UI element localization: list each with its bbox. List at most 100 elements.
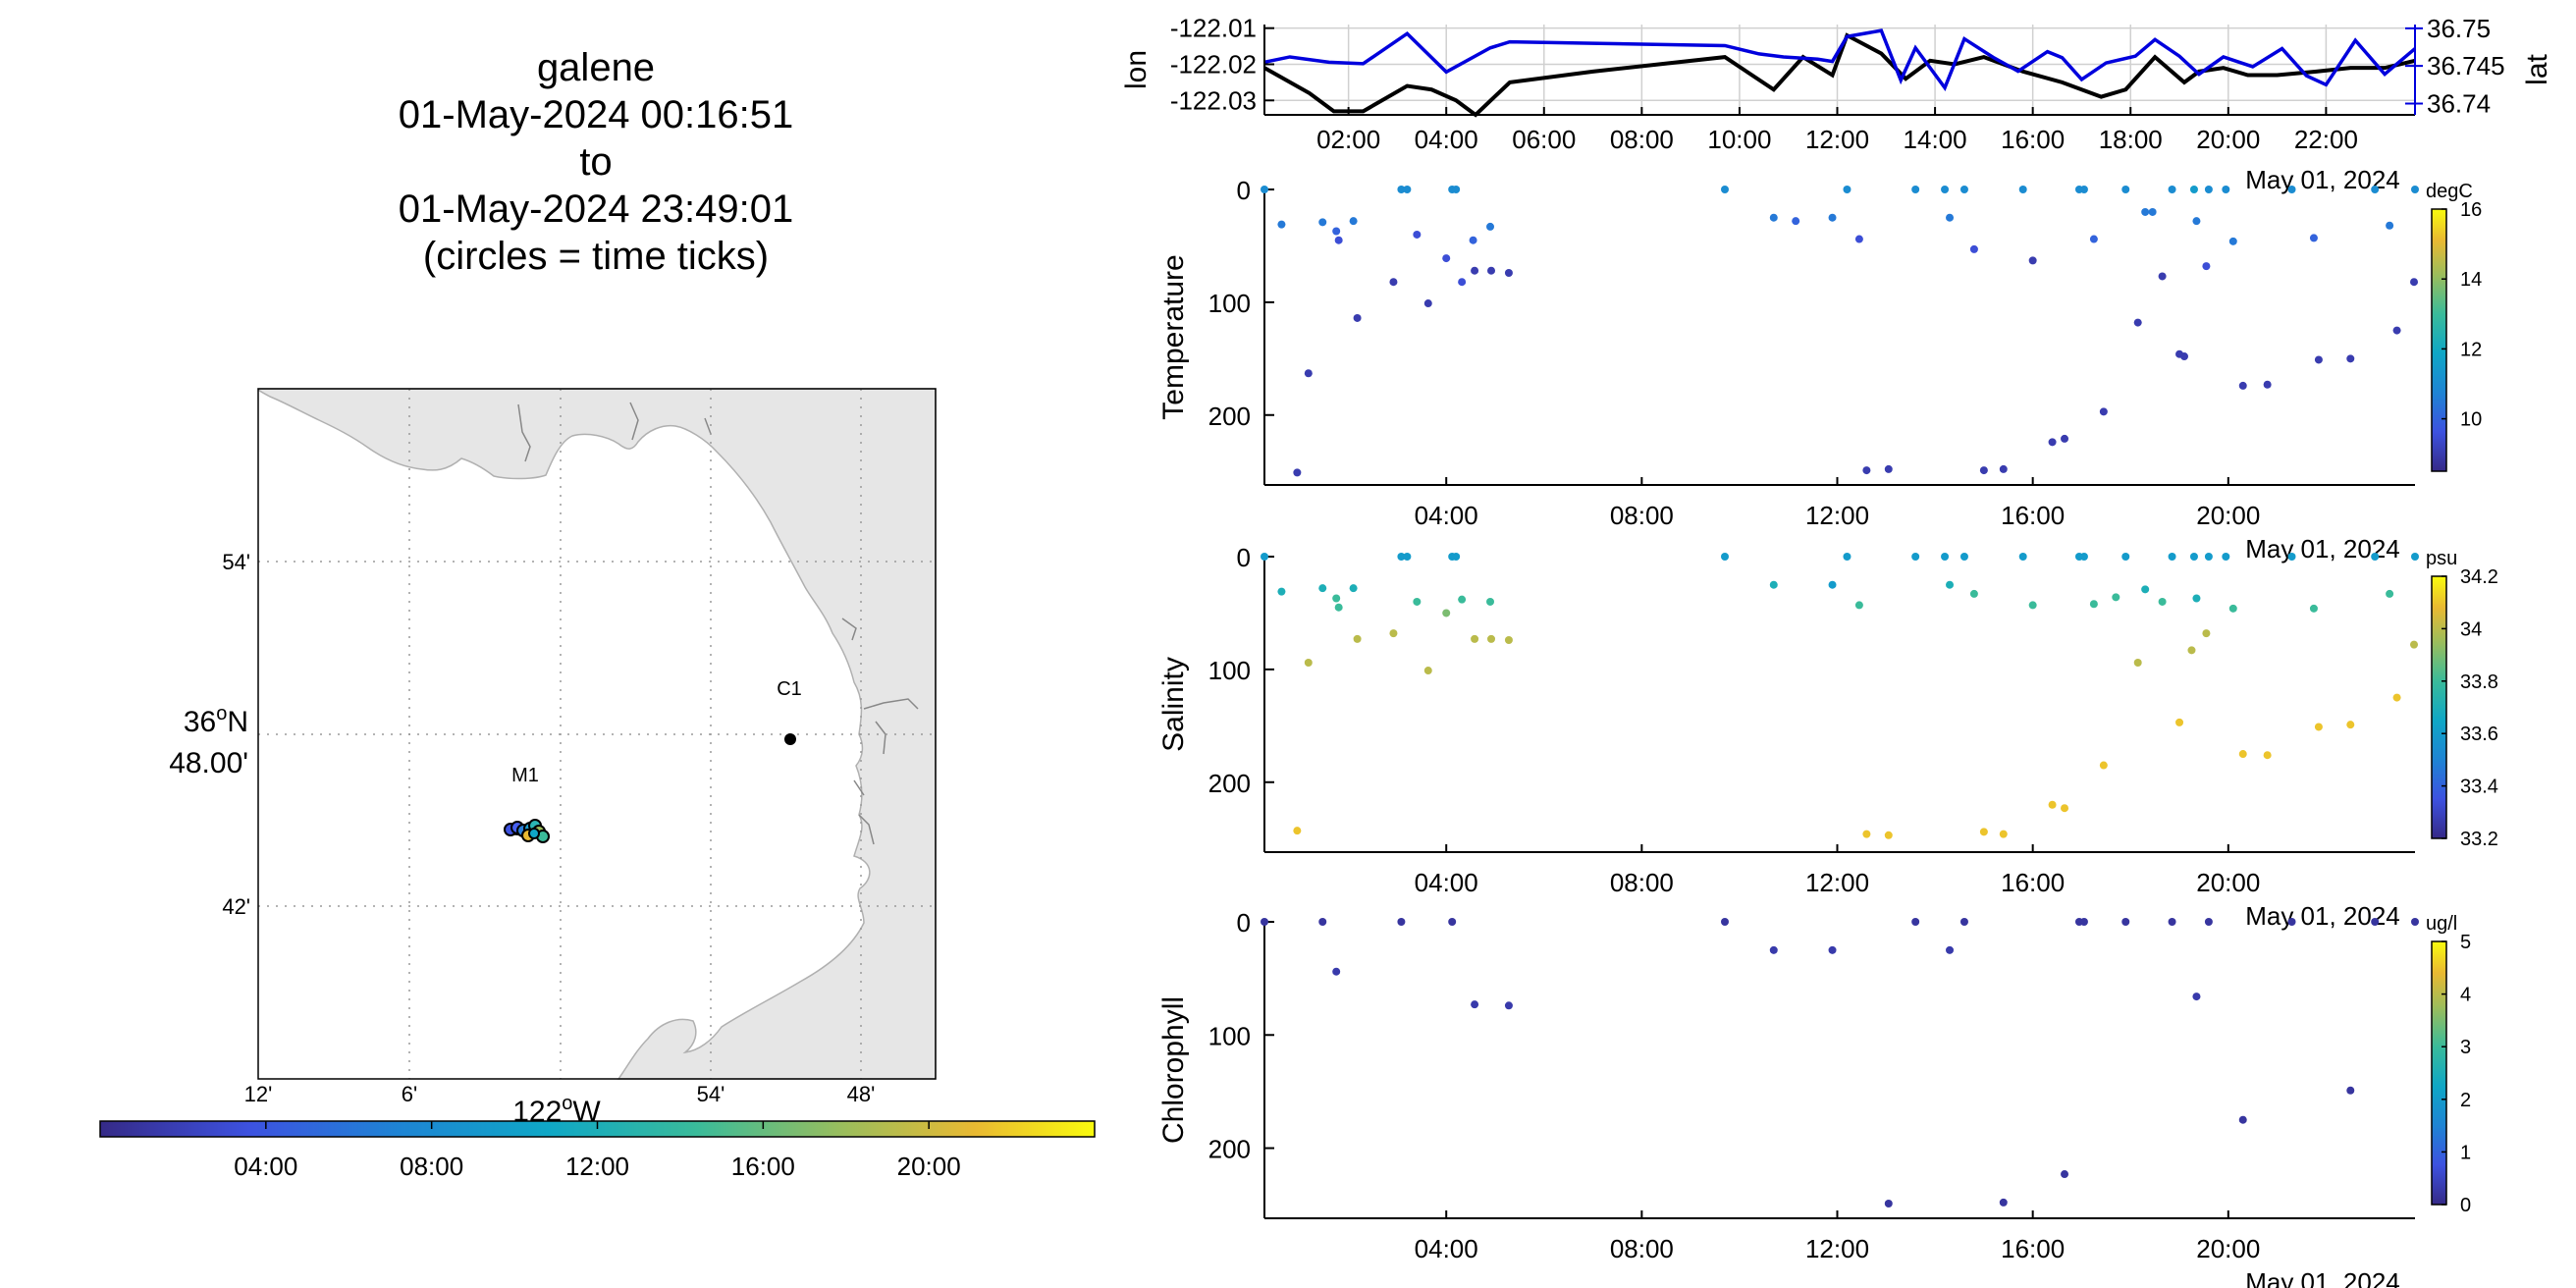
chlorophyll-data-point	[1999, 1198, 2008, 1207]
salinity-data-point	[1353, 634, 1362, 643]
salinity-y-tick-label: 0	[1237, 543, 1251, 572]
salinity-x-tick-label: 04:00	[1415, 868, 1478, 897]
salinity-data-point	[1769, 580, 1778, 589]
lon-tick-label: -122.01	[1170, 14, 1257, 43]
time-colorbar-tick-label: 04:00	[234, 1152, 297, 1181]
salinity-data-point	[1403, 553, 1412, 561]
salinity-data-point	[1720, 553, 1729, 561]
chlorophyll-x-tick-label: 08:00	[1610, 1234, 1674, 1263]
chlorophyll-data-point	[1397, 918, 1406, 926]
chlorophyll-data-point	[1720, 918, 1729, 926]
lonlat-chart: -122.01 -122.02 -122.03 36.75 36.745 36.74 02:…	[1120, 14, 2553, 194]
salinity-data-point	[1862, 830, 1871, 838]
salinity-data-point	[1471, 634, 1479, 643]
temperature-data-point	[1487, 266, 1496, 275]
temperature-data-point	[1423, 299, 1432, 308]
temperature-data-point	[1999, 464, 2008, 473]
map-frame	[257, 388, 937, 1080]
chlorophyll-data-point	[2079, 918, 2088, 926]
temperature-data-point	[1334, 236, 1343, 244]
salinity-data-point	[2121, 553, 2130, 561]
salinity-data-point	[1318, 584, 1327, 593]
salinity-data-point	[2141, 585, 2150, 594]
chlorophyll-units-label: ug/l	[2426, 913, 2457, 935]
temperature-data-point	[1304, 369, 1313, 378]
temperature-data-point	[2061, 434, 2069, 443]
salinity-data-point	[1442, 609, 1451, 617]
temperature-data-point	[2204, 186, 2213, 193]
temperature-data-point	[2133, 318, 2142, 327]
chlorophyll-data-point	[1959, 918, 1968, 926]
chlorophyll-colorbar	[2431, 940, 2447, 1206]
temperature-data-point	[2392, 326, 2401, 335]
lon-axis-label: lon	[1120, 50, 1153, 89]
chlorophyll-data-point	[1504, 1001, 1513, 1010]
lonlat-x-tick-label: 06:00	[1512, 125, 1576, 154]
chlorophyll-y-tick-label: 0	[1237, 908, 1251, 938]
salinity-data-point	[2079, 553, 2088, 561]
lat-tick-label: 36.74	[2427, 89, 2491, 119]
temperature-axis-label: Temperature	[1157, 254, 1190, 419]
chlorophyll-colorbar-tick-label: 5	[2460, 932, 2471, 953]
temperature-data-point	[1911, 186, 1920, 193]
temperature-data-point	[1389, 278, 1398, 287]
temperature-data-point	[2180, 352, 2189, 361]
temperature-data-point	[2309, 234, 2318, 242]
salinity-data-point	[2189, 553, 2198, 561]
salinity-data-point	[2158, 597, 2167, 606]
chlorophyll-y-tick-label: 100	[1208, 1021, 1251, 1050]
temperature-data-point	[1946, 213, 1955, 222]
map-lat-tick-1: 54'	[222, 550, 250, 574]
chlorophyll-x-tick-label: 04:00	[1415, 1234, 1478, 1263]
salinity-colorbar-tick-label: 34.2	[2460, 566, 2498, 588]
chlorophyll-y-tick-label: 200	[1208, 1135, 1251, 1164]
temperature-x-tick-label: 08:00	[1610, 501, 1674, 530]
salinity-data-point	[1999, 830, 2008, 838]
temperature-colorbar-tick-label: 14	[2460, 269, 2482, 291]
chlorophyll-data-point	[2061, 1170, 2069, 1179]
map-lon-tick-4: 48'	[847, 1082, 876, 1106]
temperature-data-point	[2148, 207, 2157, 216]
chlorophyll-x-tick-label: 20:00	[2196, 1234, 2260, 1263]
temperature-data-point	[2141, 207, 2150, 216]
salinity-data-point	[2392, 693, 2401, 702]
lonlat-x-tick-label: 22:00	[2294, 125, 2358, 154]
salinity-data-point	[1334, 603, 1343, 612]
temperature-colorbar-tick-label: 16	[2460, 199, 2482, 221]
chlorophyll-data-point	[1471, 1000, 1479, 1009]
temperature-data-point	[1469, 236, 1477, 244]
chlorophyll-data-point	[2238, 1115, 2247, 1124]
salinity-colorbar-tick-label: 33.4	[2460, 777, 2498, 798]
chlorophyll-data-point	[2192, 993, 2201, 1001]
temperature-data-point	[1959, 186, 1968, 193]
temperature-data-point	[1504, 269, 1513, 278]
chlorophyll-colorbar-tick-label: 2	[2460, 1090, 2471, 1111]
chlorophyll-data-point	[1911, 918, 1920, 926]
title-block: galene 01-May-2024 00:16:51 to 01-May-20…	[399, 46, 794, 278]
temperature-data-point	[1979, 466, 1988, 475]
salinity-x-tick-label: 16:00	[2001, 868, 2065, 897]
temperature-data-point	[2192, 217, 2201, 226]
temperature-data-point	[1452, 186, 1461, 193]
salinity-x-tick-label: 08:00	[1610, 868, 1674, 897]
temperature-data-point	[1769, 213, 1778, 222]
title-line-1: galene	[537, 46, 655, 89]
map-panel: 54' 36oN 48.00' 42' 12' 6' 54' 48' 122oW…	[99, 388, 1096, 1181]
temperature-data-point	[1720, 186, 1729, 193]
lonlat-x-tick-label: 20:00	[2196, 125, 2260, 154]
salinity-data-point	[1941, 553, 1950, 561]
chlorophyll-data-point	[1769, 945, 1778, 954]
lon-series-line	[1263, 32, 2416, 118]
temperature-data-point	[2079, 186, 2088, 193]
temperature-data-point	[1969, 244, 1978, 253]
chlorophyll-data-point	[2411, 918, 2419, 926]
temperature-y-tick-label: 100	[1208, 289, 1251, 318]
salinity-data-point	[2346, 721, 2355, 729]
temperature-data-point	[1862, 466, 1871, 475]
salinity-data-point	[1946, 580, 1955, 589]
salinity-data-point	[1293, 827, 1302, 835]
temperature-data-point	[2018, 186, 2027, 193]
temperature-data-point	[2222, 186, 2230, 193]
temperature-data-point	[1854, 235, 1863, 243]
time-colorbar-tick-label: 08:00	[400, 1152, 463, 1181]
